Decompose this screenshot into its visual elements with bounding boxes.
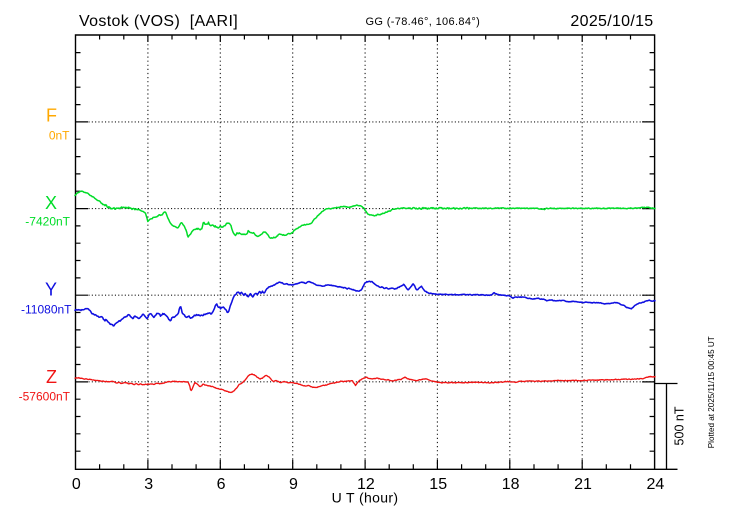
svg-text:Plotted at 2025/11/15 00:45 UT: Plotted at 2025/11/15 00:45 UT bbox=[707, 336, 716, 448]
svg-text:0: 0 bbox=[72, 476, 81, 493]
svg-text:2025/10/15: 2025/10/15 bbox=[570, 13, 653, 30]
svg-text:-7420nT: -7420nT bbox=[25, 215, 70, 229]
svg-text:X: X bbox=[45, 193, 57, 213]
svg-text:-11080nT: -11080nT bbox=[21, 302, 72, 316]
svg-text:500 nT: 500 nT bbox=[672, 406, 686, 445]
svg-text:GG (-78.46°, 106.84°): GG (-78.46°, 106.84°) bbox=[366, 16, 481, 28]
svg-text:24: 24 bbox=[647, 476, 665, 493]
svg-text:-57600nT: -57600nT bbox=[19, 390, 71, 404]
svg-text:9: 9 bbox=[289, 476, 298, 493]
svg-text:3: 3 bbox=[144, 476, 153, 493]
svg-text:Vostok (VOS) [AARI]: Vostok (VOS) [AARI] bbox=[79, 13, 238, 30]
svg-text:Z: Z bbox=[46, 367, 57, 387]
svg-text:12: 12 bbox=[357, 476, 375, 493]
svg-text:Y: Y bbox=[45, 280, 57, 300]
svg-text:18: 18 bbox=[502, 476, 520, 493]
svg-text:U T (hour): U T (hour) bbox=[332, 490, 399, 506]
svg-text:15: 15 bbox=[429, 476, 447, 493]
svg-text:0nT: 0nT bbox=[49, 128, 70, 142]
svg-text:F: F bbox=[46, 106, 57, 126]
svg-text:21: 21 bbox=[574, 476, 592, 493]
svg-text:6: 6 bbox=[217, 476, 226, 493]
